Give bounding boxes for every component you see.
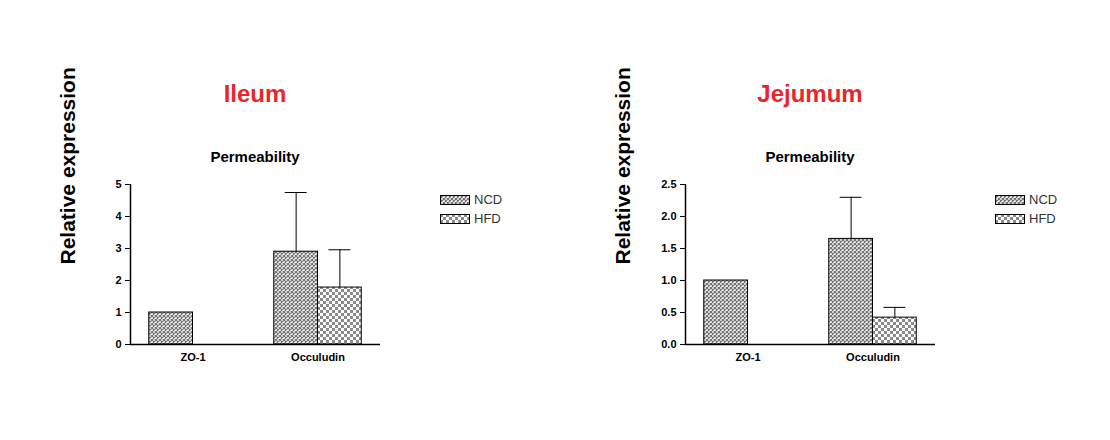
svg-text:0.0: 0.0 [661,338,676,350]
html-text:Permeability: Permeability [765,148,855,165]
svg-text:2.0: 2.0 [661,210,676,222]
html-text:NCD: NCD [1029,192,1058,207]
html-text:HFD: HFD [474,211,501,226]
svg-text:2: 2 [115,274,121,286]
html-text:Ileum: Ileum [223,80,287,107]
svg-text:3: 3 [115,242,121,254]
svg-text:Relative expression: Relative expression [56,67,79,264]
svg-text:5: 5 [115,178,121,190]
svg-text:ZO-1: ZO-1 [735,351,760,363]
svg-text:Relative expression: Relative expression [611,67,634,264]
html-text:NCD: NCD [474,192,503,207]
svg-text:4: 4 [115,210,122,222]
svg-text:ZO-1: ZO-1 [180,351,205,363]
html-text:HFD: HFD [1029,211,1056,226]
svg-text:Occuludin: Occuludin [846,351,900,363]
html-text:Jejumum: Jejumum [757,80,863,107]
svg-text:2.5: 2.5 [661,178,676,190]
html-text:Permeability: Permeability [210,148,300,165]
svg-text:1: 1 [115,306,121,318]
svg-text:1.5: 1.5 [661,242,676,254]
svg-text:1.0: 1.0 [661,274,676,286]
svg-text:0: 0 [115,338,121,350]
svg-text:Occuludin: Occuludin [291,351,345,363]
svg-text:0.5: 0.5 [661,306,676,318]
